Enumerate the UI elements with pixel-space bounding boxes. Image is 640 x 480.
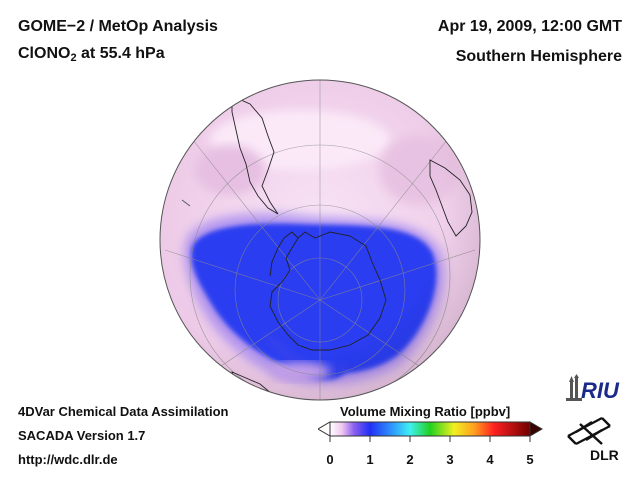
colorbar-tick-0: 0 xyxy=(326,452,334,467)
colorbar-gradient xyxy=(329,421,531,437)
colorbar-tick-3: 3 xyxy=(446,452,454,467)
colorbar-under-arrow xyxy=(318,421,331,437)
title-line-2: ClONO2 at 55.4 hPa xyxy=(18,45,165,64)
dlr-logo-text: DLR xyxy=(590,447,619,463)
colorbar-tick-4: 4 xyxy=(486,452,494,467)
footer-version: SACADA Version 1.7 xyxy=(18,428,146,443)
species-subscript: 2 xyxy=(70,52,77,64)
globe-outline xyxy=(159,79,481,401)
analysis-date: Apr 19, 2009, 12:00 GMT xyxy=(437,18,622,35)
footer-url: http://wdc.dlr.de xyxy=(18,452,118,467)
colorbar-tick-5: 5 xyxy=(526,452,534,467)
pressure-level: at 55.4 hPa xyxy=(76,45,165,62)
hemisphere-label: Southern Hemisphere xyxy=(455,48,622,65)
colorbar-title: Volume Mixing Ratio [ppbv] xyxy=(340,404,511,419)
dlr-logo xyxy=(567,416,611,446)
colorbar-tick-1: 1 xyxy=(366,452,374,467)
riu-logo-text: RIU xyxy=(581,378,620,403)
colorbar-tick-2: 2 xyxy=(406,452,414,467)
species-name: ClONO xyxy=(18,45,71,62)
riu-logo: RIU xyxy=(566,374,620,403)
footer-assimilation: 4DVar Chemical Data Assimilation xyxy=(18,404,229,419)
colorbar xyxy=(318,421,543,442)
colorbar-over-arrow xyxy=(529,421,543,437)
title-line-1: GOME−2 / MetOp Analysis xyxy=(18,18,218,35)
